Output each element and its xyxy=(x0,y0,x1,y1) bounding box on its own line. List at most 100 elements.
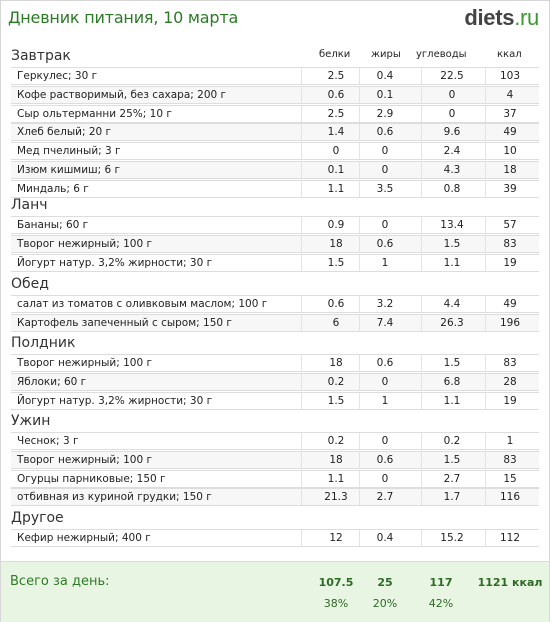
food-row[interactable]: Сыр ольтерманни 25%; 10 г 2.5 2.9 0 37 xyxy=(11,104,539,123)
food-name: Творог нежирный; 100 г xyxy=(17,237,152,250)
value-carbs: 1.5 xyxy=(443,453,461,466)
food-row[interactable]: салат из томатов с оливковым маслом; 100… xyxy=(11,295,539,313)
value-fat: 7.4 xyxy=(376,316,394,329)
value-kcal: 10 xyxy=(503,145,517,158)
food-row[interactable]: Йогурт натур. 3,2% жирности; 30 г 1.5 1 1.1… xyxy=(11,391,539,410)
cell-divider xyxy=(359,143,360,160)
food-row[interactable]: отбивная из куриной грудки; 150 г 21.3 2.7… xyxy=(11,488,539,507)
food-row[interactable]: Картофель запеченный с сыром; 150 г 6 7.4 2… xyxy=(11,313,539,332)
value-kcal: 1 xyxy=(506,435,514,447)
value-fat: 0 xyxy=(381,219,389,231)
food-row[interactable]: Йогурт натур. 3,2% жирности; 30 г 1.5 1 1.1… xyxy=(11,253,539,272)
protein-percent: 38% xyxy=(323,597,349,610)
cell-divider xyxy=(485,162,486,178)
value-kcal: 112 xyxy=(499,532,521,544)
food-name: Творог нежирный; 100 г xyxy=(17,357,152,369)
food-row[interactable]: Огурцы парниковые; 150 г 1.1 0 2.7 15 xyxy=(11,469,539,488)
cell-divider xyxy=(485,235,486,252)
logo-main: diets xyxy=(464,5,515,30)
food-row[interactable]: Миндаль; 6 г 1.1 3.5 0.8 39 xyxy=(11,179,539,198)
value-carbs: 1.7 xyxy=(443,491,461,504)
cell-divider xyxy=(359,162,360,178)
value-fat: 0 xyxy=(381,375,389,388)
food-row[interactable]: Хлеб белый; 20 г 1.4 0.6 9.6 49 xyxy=(11,123,539,142)
food-row[interactable]: Кефир нежирный; 400 г 12 0.4 15.2 112 xyxy=(11,529,539,547)
column-kcal: ккал xyxy=(497,49,522,60)
value-fat: 0 xyxy=(381,164,389,176)
cell-divider xyxy=(359,254,360,271)
value-protein: 2.5 xyxy=(327,107,345,120)
value-fat: 0 xyxy=(381,435,389,447)
value-carbs: 1.1 xyxy=(443,256,461,269)
value-protein: 21.3 xyxy=(324,491,348,504)
carbs-percent: 42% xyxy=(428,597,454,610)
logo-tld: .ru xyxy=(514,5,539,30)
cell-divider xyxy=(359,433,360,449)
cell-divider xyxy=(301,451,302,468)
value-carbs: 1.5 xyxy=(443,237,461,250)
value-fat: 2.7 xyxy=(376,491,394,504)
value-protein: 0.2 xyxy=(327,435,345,447)
logo[interactable]: diets.ru xyxy=(464,5,539,31)
value-protein: 0.6 xyxy=(327,298,345,310)
value-carbs: 0.8 xyxy=(443,182,461,195)
food-row[interactable]: Бананы; 60 г 0.9 0 13.4 57 xyxy=(11,216,539,234)
fat-percent: 20% xyxy=(372,597,398,610)
cell-divider xyxy=(485,489,486,506)
cell-divider xyxy=(359,451,360,468)
value-fat: 2.9 xyxy=(376,107,394,120)
food-row[interactable]: Творог нежирный; 100 г 18 0.6 1.5 83 xyxy=(11,234,539,253)
cell-divider xyxy=(301,530,302,546)
value-fat: 0.4 xyxy=(376,532,394,544)
food-row[interactable]: Мед пчелиный; 3 г 0 0 2.4 10 xyxy=(11,142,539,161)
cell-divider xyxy=(485,124,486,141)
food-name: Огурцы парниковые; 150 г xyxy=(17,472,166,485)
value-protein: 6 xyxy=(332,316,340,329)
cell-divider xyxy=(421,433,422,449)
food-row[interactable]: Кофе растворимый, без сахара; 200 г 0.6 0.… xyxy=(11,85,539,104)
cell-divider xyxy=(421,451,422,468)
value-carbs: 15.2 xyxy=(440,532,464,544)
food-name: Чеснок; 3 г xyxy=(17,435,79,447)
cell-divider xyxy=(421,489,422,506)
cell-divider xyxy=(301,105,302,122)
value-protein: 0 xyxy=(332,145,340,158)
cell-divider xyxy=(359,68,360,84)
cell-divider xyxy=(421,296,422,312)
value-carbs: 13.4 xyxy=(440,219,464,231)
food-name: Хлеб белый; 20 г xyxy=(17,126,112,139)
total-kcal: 1121 ккал xyxy=(477,576,543,589)
cell-divider xyxy=(301,433,302,449)
cell-divider xyxy=(359,124,360,141)
cell-divider xyxy=(485,355,486,371)
value-carbs: 4.4 xyxy=(443,298,461,310)
cell-divider xyxy=(301,217,302,233)
food-row[interactable]: Изюм кишмиш; 6 г 0.1 0 4.3 18 xyxy=(11,161,539,179)
food-row[interactable]: Яблоки; 60 г 0.2 0 6.8 28 xyxy=(11,372,539,391)
value-kcal: 19 xyxy=(503,256,517,269)
value-carbs: 26.3 xyxy=(440,316,464,329)
food-row[interactable]: Творог нежирный; 100 г 18 0.6 1.5 83 xyxy=(11,354,539,372)
section-title: Полдник xyxy=(11,335,76,351)
food-row[interactable]: Геркулес; 30 г 2.5 0.4 22.5 103 xyxy=(11,67,539,85)
cell-divider xyxy=(301,68,302,84)
food-row[interactable]: Чеснок; 3 г 0.2 0 0.2 1 xyxy=(11,432,539,450)
value-kcal: 18 xyxy=(503,164,517,176)
cell-divider xyxy=(301,314,302,331)
value-kcal: 57 xyxy=(503,219,517,231)
food-name: Яблоки; 60 г xyxy=(17,375,87,388)
food-name: Йогурт натур. 3,2% жирности; 30 г xyxy=(17,394,213,407)
food-name: Картофель запеченный с сыром; 150 г xyxy=(17,316,232,329)
cell-divider xyxy=(485,296,486,312)
value-kcal: 39 xyxy=(503,182,517,195)
cell-divider xyxy=(301,235,302,252)
food-name: Кофе растворимый, без сахара; 200 г xyxy=(17,88,227,101)
cell-divider xyxy=(359,105,360,122)
header: Дневник питания, 10 марта diets.ru xyxy=(1,1,549,35)
value-carbs: 9.6 xyxy=(443,126,461,139)
cell-divider xyxy=(359,489,360,506)
value-kcal: 83 xyxy=(503,237,517,250)
food-row[interactable]: Творог нежирный; 100 г 18 0.6 1.5 83 xyxy=(11,450,539,469)
cell-divider xyxy=(485,373,486,390)
cell-divider xyxy=(359,314,360,331)
